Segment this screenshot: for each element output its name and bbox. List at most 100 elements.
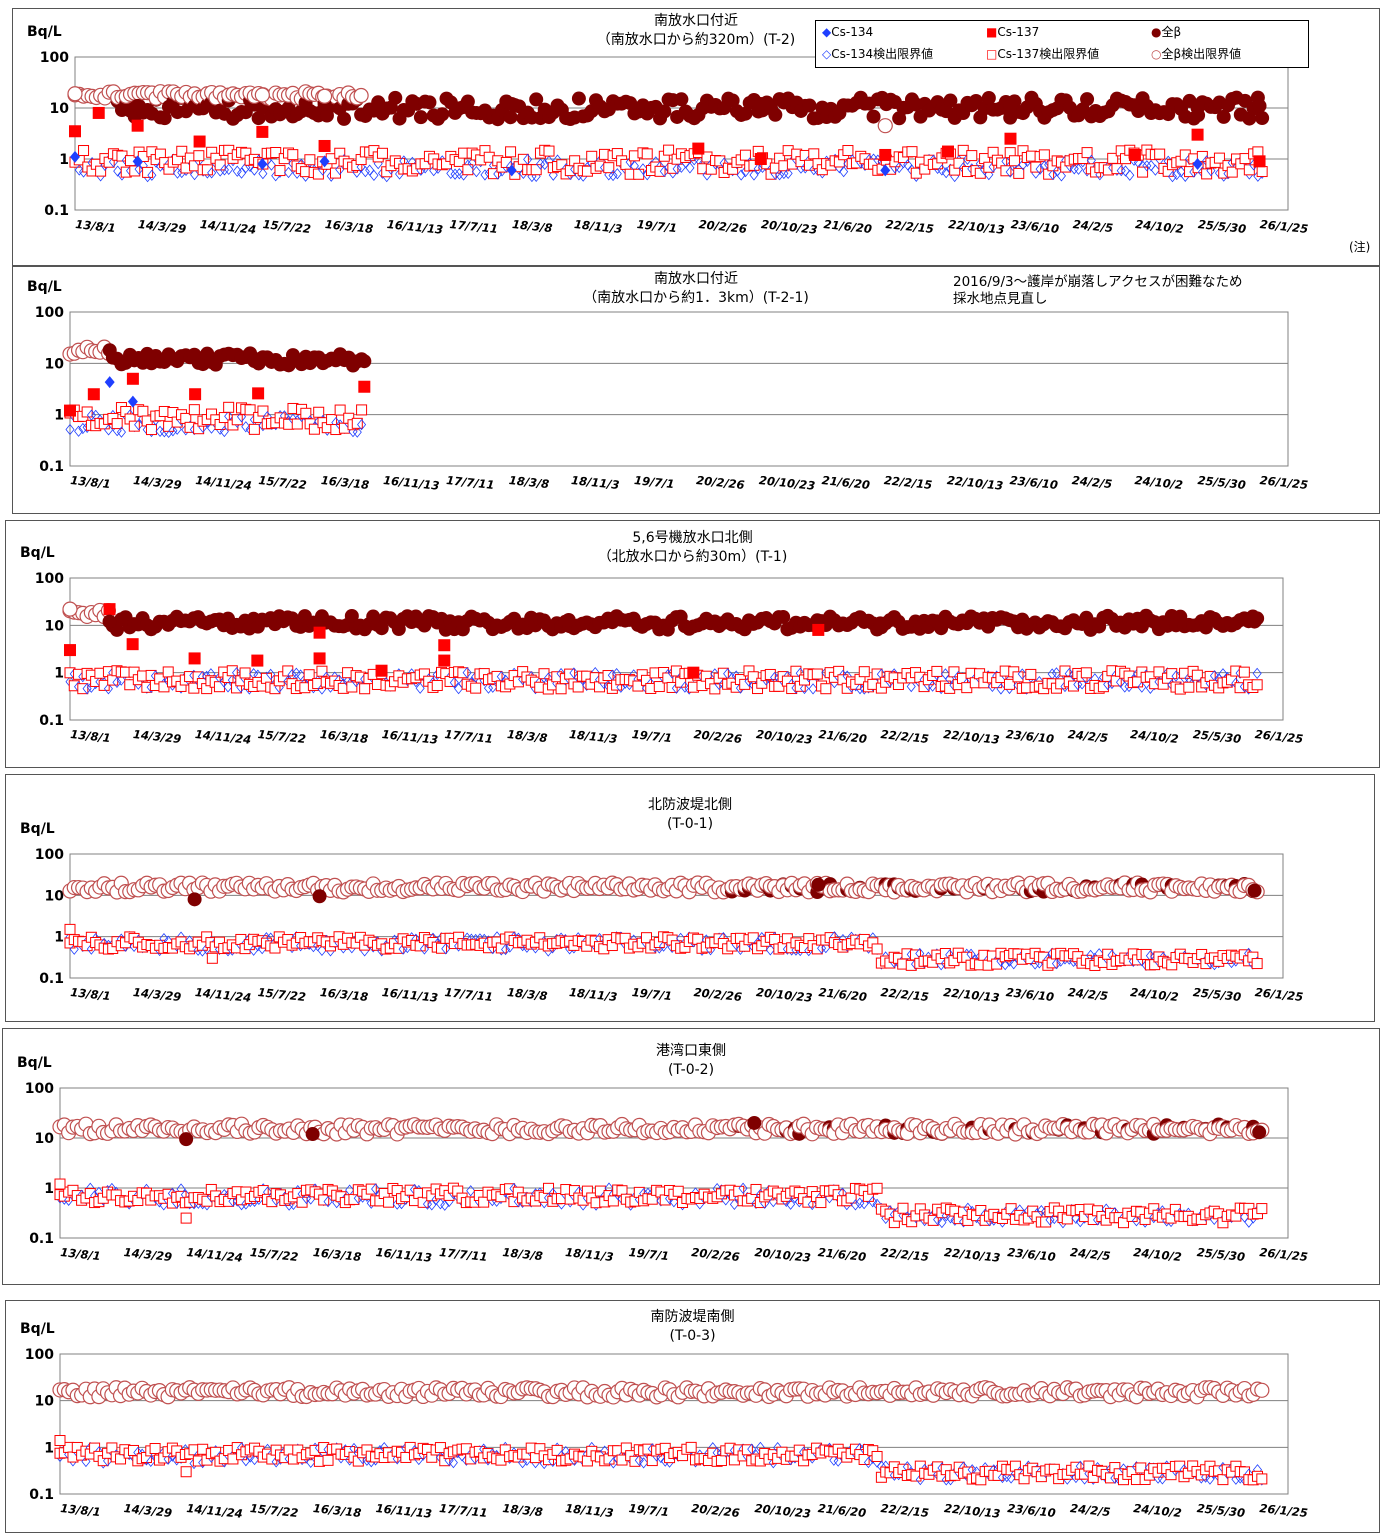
circle-outline-icon: ○: [1151, 47, 1162, 61]
cs137-limit-point: [462, 164, 474, 176]
series-point: [62, 601, 78, 617]
data-marks: [62, 601, 1265, 695]
x-tick-label: 26/1/25: [1259, 217, 1309, 236]
cs137-limit-point: [318, 1194, 330, 1206]
beta-point: [657, 104, 672, 119]
x-tick-label: 24/10/2: [1133, 1501, 1183, 1520]
cs134-limit-point: [113, 165, 123, 177]
series-point: [692, 142, 705, 155]
cs134-limit-point: [868, 1196, 878, 1208]
cs134-limit-point: [1171, 670, 1181, 682]
beta-point: [413, 110, 428, 125]
data-marks: [67, 84, 1270, 183]
legend-item-cs134: ◆Cs-134: [822, 25, 873, 39]
series-point: [70, 150, 80, 163]
cs137-limit-point: [223, 401, 235, 413]
x-tick-label: 14/3/29: [132, 985, 182, 1004]
x-tick-label: 24/2/5: [1067, 985, 1109, 1003]
cs134-limit-point: [104, 424, 114, 436]
y-tick-label: 10: [35, 1131, 55, 1147]
series-point: [130, 98, 145, 113]
x-tick-label: 17/7/11: [439, 1501, 489, 1520]
series-point: [506, 164, 517, 177]
beta-limit-point: [353, 87, 369, 104]
cs134-limit-point: [1035, 163, 1045, 175]
x-tick-label: 22/2/15: [883, 473, 933, 492]
y-tick-label: 0.1: [39, 713, 64, 729]
cs134-limit-point: [1017, 668, 1027, 680]
x-tick-label: 19/7/1: [633, 473, 675, 491]
beta-point: [943, 93, 958, 108]
x-tick-label: 15/7/22: [249, 1245, 299, 1264]
x-tick-label: 19/7/1: [631, 727, 673, 745]
x-tick-label: 24/2/5: [1069, 1501, 1111, 1519]
cs137-limit-point: [334, 404, 346, 416]
cs134-limit-point: [155, 425, 165, 438]
chart-subtitle: （北放水口から約30m）(T-1): [597, 549, 788, 565]
cs134-limit-point: [112, 676, 122, 689]
cs137-limit-point: [1201, 168, 1213, 180]
series-point: [375, 664, 388, 677]
cs134-limit-point: [266, 159, 276, 171]
cs137-limit-point: [1251, 958, 1263, 970]
cs137-limit-point: [231, 414, 243, 426]
y-tick-label: 1: [59, 152, 69, 168]
cs134-limit-point: [937, 164, 947, 176]
x-tick-label: 22/10/13: [943, 727, 1001, 747]
legend: ◆Cs-134 ■Cs-137 ●全β ◇Cs-134検出限界値 □Cs-137…: [815, 20, 1309, 68]
x-tick-label: 18/11/3: [565, 1245, 615, 1264]
x-tick-label: 20/10/23: [754, 1245, 812, 1265]
beta-limit-point: [1254, 1382, 1270, 1398]
cs137-limit-point: [733, 1185, 745, 1197]
x-tick-label: 16/3/18: [312, 1501, 362, 1520]
cs134-limit-point: [369, 169, 379, 181]
x-tick-label: 23/6/10: [1007, 1501, 1057, 1520]
chart-subtitle: (T-0-1): [666, 816, 714, 832]
series-point: [103, 603, 116, 616]
chart-title: 北防波堤北側: [648, 797, 732, 813]
cs134-limit-point: [206, 422, 217, 434]
x-tick-label: 14/11/24: [199, 217, 257, 237]
x-tick-label: 26/1/25: [1254, 727, 1304, 746]
cs137-limit-point: [927, 1214, 939, 1226]
cs137-limit-point: [842, 145, 854, 157]
cs137-limit-point: [871, 1182, 883, 1194]
cs137-limit-point: [316, 665, 328, 677]
cs134-limit-point: [855, 1197, 865, 1209]
cs134-limit-point: [669, 1196, 679, 1208]
cs137-limit-point: [632, 680, 644, 692]
cs137-limit-point: [1140, 948, 1152, 960]
series-point: [438, 639, 451, 652]
cs137-limit-point: [291, 418, 303, 430]
cs134-limit-point: [1137, 681, 1147, 693]
cs134-limit-point: [518, 1456, 528, 1469]
cs137-limit-point: [434, 1442, 446, 1454]
cs137-limit-point: [586, 150, 598, 162]
x-tick-label: 13/8/1: [60, 1245, 102, 1263]
cs134-limit-point: [1051, 667, 1061, 679]
beta-point: [422, 95, 437, 110]
y-axis-unit: Bq/L: [27, 24, 62, 40]
x-tick-label: 14/11/24: [195, 473, 253, 493]
cs134-limit-point: [360, 166, 370, 178]
beta-point: [981, 90, 996, 105]
cs134-limit-point: [288, 1198, 298, 1211]
x-tick-label: 22/10/13: [943, 1245, 1001, 1265]
cs137-limit-point: [1154, 148, 1166, 160]
cs137-limit-point: [129, 165, 141, 177]
series-point: [179, 1132, 194, 1147]
cs134-limit-point: [82, 683, 92, 695]
series-point: [193, 135, 206, 148]
cs137-limit-point: [1111, 163, 1123, 175]
cs134-limit-point: [190, 169, 200, 181]
cs134-limit-point: [736, 169, 746, 181]
cs134-limit-point: [817, 942, 827, 954]
cs137-limit-point: [966, 150, 978, 162]
cs134-limit-point: [1073, 678, 1083, 691]
cs137-limit-point: [188, 404, 200, 416]
cs134-limit-point: [799, 682, 810, 695]
cs134-limit-point: [306, 1193, 316, 1205]
x-tick-label: 22/2/15: [880, 985, 930, 1004]
cs134-limit-point: [1252, 667, 1262, 680]
